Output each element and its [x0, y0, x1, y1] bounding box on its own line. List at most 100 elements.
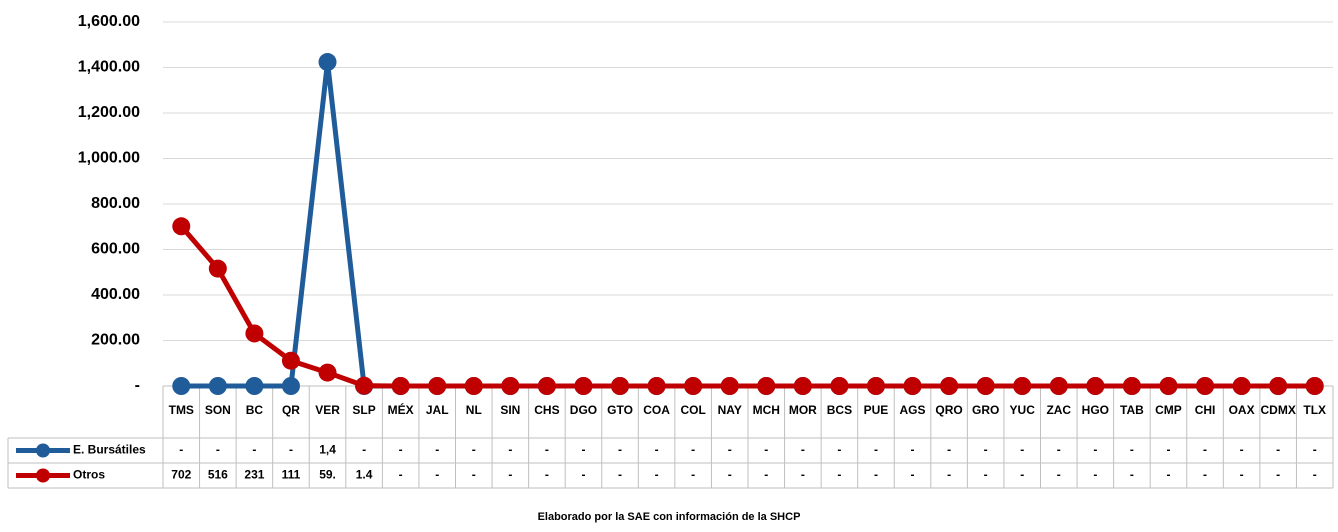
- x-tick-label: COL: [680, 403, 705, 417]
- marker: [1159, 377, 1178, 395]
- data-label: -: [911, 468, 915, 482]
- data-label: -: [1093, 468, 1097, 482]
- marker: [976, 377, 995, 395]
- legend-label: Otros: [73, 468, 105, 482]
- marker: [501, 377, 520, 395]
- data-label: -: [508, 443, 512, 457]
- marker: [318, 363, 337, 382]
- data-label: -: [362, 443, 366, 457]
- data-label: -: [545, 468, 549, 482]
- marker: [1305, 377, 1324, 395]
- marker: [1049, 377, 1068, 395]
- data-label: -: [216, 443, 220, 457]
- x-tick-label: SON: [205, 403, 231, 417]
- marker: [940, 377, 959, 395]
- data-label: -: [837, 443, 841, 457]
- data-label: -: [1130, 443, 1134, 457]
- data-label: -: [1276, 468, 1280, 482]
- x-tick-label: GRO: [972, 403, 999, 417]
- marker: [1196, 377, 1215, 395]
- x-tick-label: BCS: [827, 403, 852, 417]
- data-label: -: [1020, 443, 1024, 457]
- marker: [172, 377, 191, 395]
- data-label: -: [1203, 468, 1207, 482]
- data-label: -: [874, 468, 878, 482]
- x-tick-label: CHI: [1195, 403, 1216, 417]
- y-tick-label: -: [135, 377, 140, 394]
- x-tick-label: GTO: [607, 403, 633, 417]
- marker: [720, 377, 739, 395]
- data-label: -: [1203, 443, 1207, 457]
- marker: [355, 376, 374, 395]
- data-label: -: [1057, 468, 1061, 482]
- marker: [793, 377, 812, 395]
- data-label: -: [289, 443, 293, 457]
- data-label: -: [399, 468, 403, 482]
- series-line: [181, 59, 1315, 389]
- x-tick-label: PUE: [864, 403, 889, 417]
- y-tick-label: 800.00: [91, 195, 140, 212]
- marker: [757, 377, 776, 395]
- y-tick-label: 1,600.00: [78, 13, 140, 30]
- data-label: -: [252, 443, 256, 457]
- legend-label: E. Bursátiles: [73, 443, 146, 457]
- y-tick-label: 1,400.00: [78, 59, 140, 76]
- data-label: -: [1166, 443, 1170, 457]
- data-label: -: [728, 443, 732, 457]
- marker: [1013, 377, 1032, 395]
- x-tick-label: JAL: [426, 403, 449, 417]
- data-label: -: [435, 468, 439, 482]
- data-label: -: [1276, 443, 1280, 457]
- x-tick-label: TLX: [1303, 403, 1326, 417]
- data-label: -: [435, 443, 439, 457]
- series-line: [179, 224, 1315, 389]
- data-label: -: [618, 443, 622, 457]
- data-label: -: [655, 468, 659, 482]
- marker: [1122, 377, 1141, 395]
- legend-marker: [36, 468, 50, 483]
- data-label: -: [764, 468, 768, 482]
- data-label: -: [874, 443, 878, 457]
- data-label: -: [801, 468, 805, 482]
- data-label: -: [947, 443, 951, 457]
- data-label: -: [1020, 468, 1024, 482]
- x-tick-label: SLP: [352, 403, 375, 417]
- marker: [172, 217, 191, 236]
- x-tick-label: NAY: [718, 403, 742, 417]
- marker: [208, 377, 227, 395]
- x-tick-label: NL: [466, 403, 482, 417]
- data-label: -: [1240, 468, 1244, 482]
- marker: [318, 53, 337, 72]
- data-label: -: [1240, 443, 1244, 457]
- data-label: -: [984, 468, 988, 482]
- data-label: -: [1166, 468, 1170, 482]
- y-tick-label: 1,200.00: [78, 104, 140, 121]
- y-tick-label: 200.00: [91, 332, 140, 349]
- data-label: -: [911, 443, 915, 457]
- data-label: 59.: [319, 468, 336, 482]
- data-label: -: [837, 468, 841, 482]
- marker: [464, 377, 483, 395]
- marker: [611, 377, 630, 395]
- marker: [537, 377, 556, 395]
- y-tick-label: 1,000.00: [78, 150, 140, 167]
- x-tick-label: DGO: [570, 403, 597, 417]
- data-label: 516: [208, 468, 228, 482]
- x-tick-label: CMP: [1155, 403, 1182, 417]
- data-label: -: [1093, 443, 1097, 457]
- data-label: -: [801, 443, 805, 457]
- data-label: -: [655, 443, 659, 457]
- x-tick-label: YUC: [1010, 403, 1036, 417]
- data-label: -: [764, 443, 768, 457]
- data-label: -: [545, 443, 549, 457]
- x-tick-label: MCH: [753, 403, 780, 417]
- x-tick-label: VER: [315, 403, 340, 417]
- x-tick-label: QRO: [935, 403, 962, 417]
- marker: [208, 259, 227, 278]
- data-label: -: [179, 443, 183, 457]
- data-label: -: [984, 443, 988, 457]
- marker: [1086, 377, 1105, 395]
- marker: [574, 377, 593, 395]
- x-tick-label: AGS: [900, 403, 926, 417]
